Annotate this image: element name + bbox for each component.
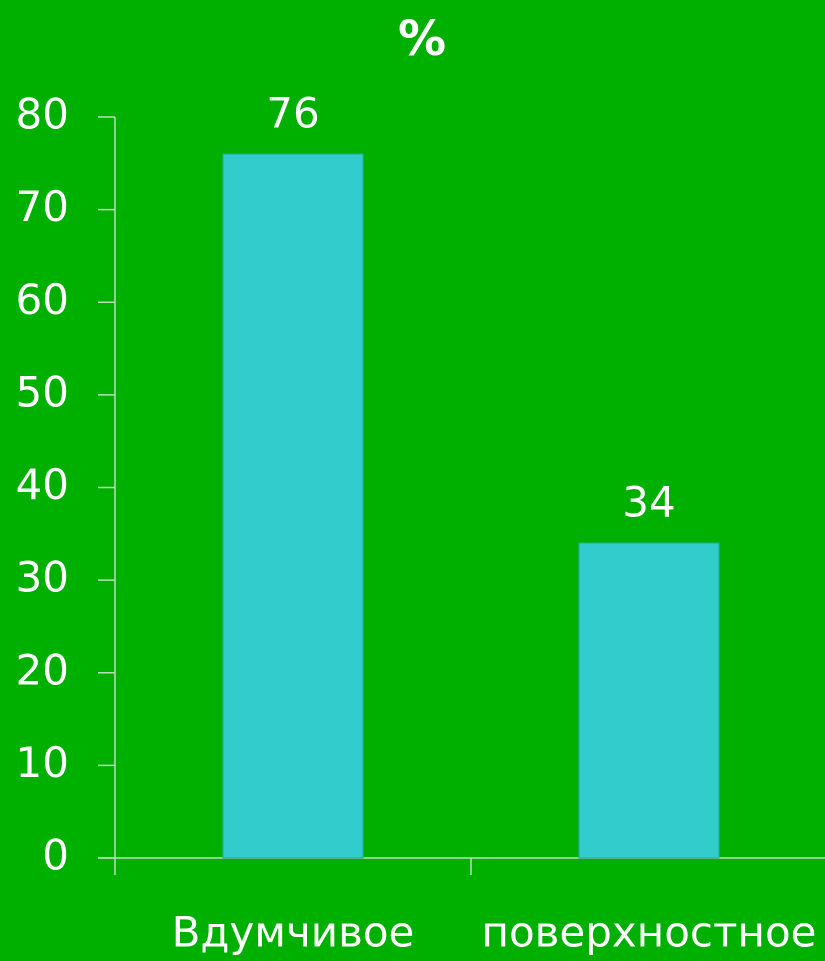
y-tick-label: 30 [16, 553, 69, 602]
y-tick-label: 20 [16, 645, 69, 694]
chart-title: % [398, 11, 446, 67]
x-tick-label: поверхностное [482, 908, 817, 957]
y-tick-label: 0 [42, 831, 69, 880]
y-tick-label: 80 [16, 90, 69, 139]
x-tick-label: Вдумчивое [172, 908, 415, 957]
data-label: 34 [622, 478, 675, 527]
y-tick-label: 50 [16, 367, 69, 416]
y-tick-label: 60 [16, 275, 69, 324]
y-tick-label: 70 [16, 182, 69, 231]
bar [578, 542, 720, 859]
bar [222, 153, 364, 859]
y-tick-label: 40 [16, 460, 69, 509]
data-label: 76 [266, 89, 319, 138]
y-tick-label: 10 [16, 738, 69, 787]
